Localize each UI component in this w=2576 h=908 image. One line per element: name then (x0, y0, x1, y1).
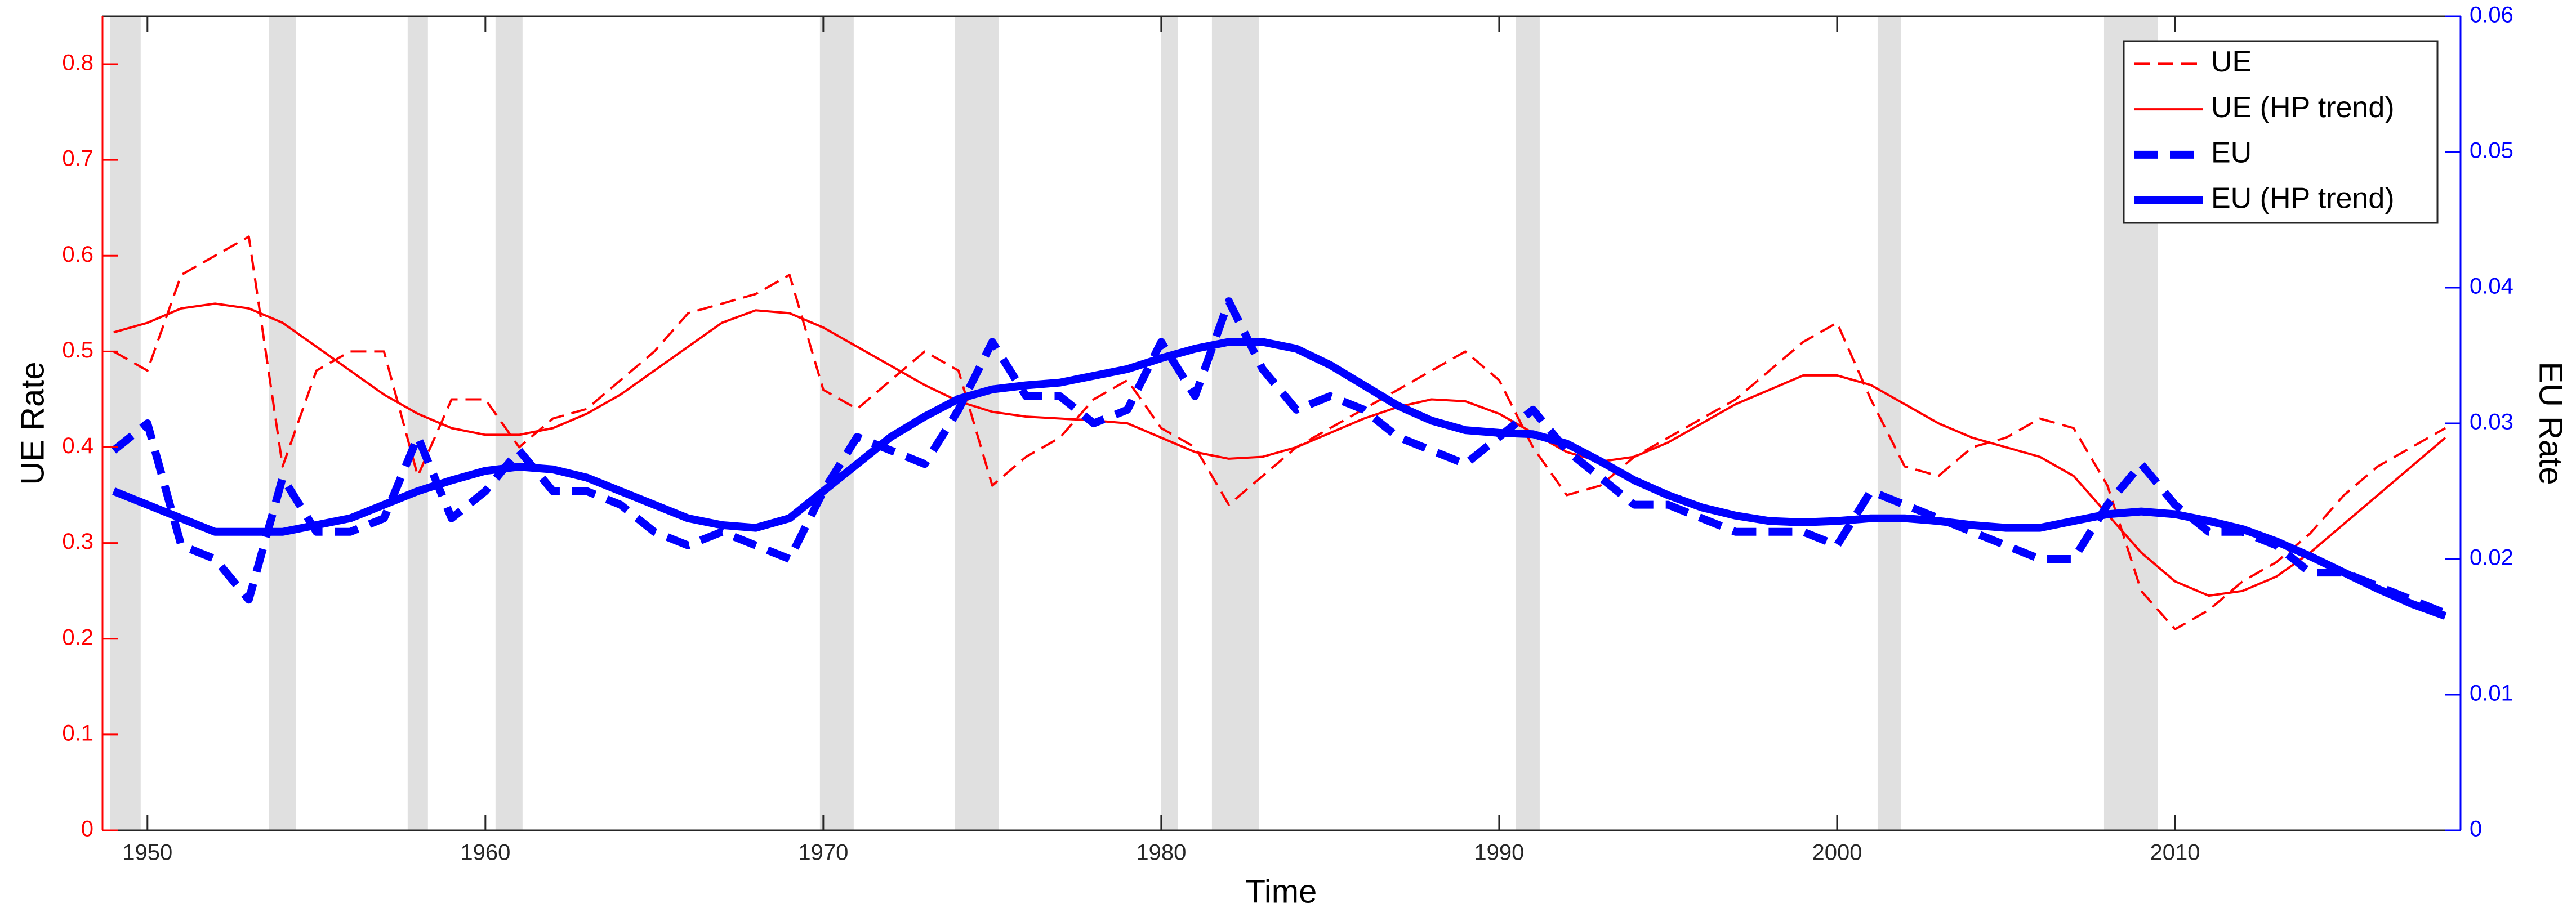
recession-band (1516, 16, 1540, 830)
background-layer (110, 16, 2158, 830)
recession-band (819, 16, 854, 830)
y-tick-label: 0.2 (62, 625, 93, 650)
legend-label: UE (HP trend) (2211, 91, 2395, 124)
axes-layer: 1950 1960 1970 1980 1990 2000 2010 0 0.1 0.2 0.3 0.… (62, 3, 2513, 865)
y2-axis-label: EU Rate (2533, 361, 2569, 485)
series-line (113, 235, 2446, 630)
lines-layer (111, 235, 2447, 630)
recession-band (955, 16, 999, 830)
x-tick-label: 1950 (122, 840, 172, 865)
recession-band (1211, 16, 1259, 830)
recession-band (407, 16, 428, 830)
y-tick-label: 0 (81, 817, 93, 842)
x-tick-label: 1990 (1474, 840, 1524, 865)
y2-tick-label: 0 (2470, 817, 2482, 842)
y-tick-label: 0.8 (62, 51, 93, 75)
x-tick-label: 1980 (1136, 840, 1186, 865)
x-tick-label: 1960 (460, 840, 510, 865)
legend-label: EU (HP trend) (2211, 182, 2395, 214)
legend-label: UE (2211, 46, 2252, 78)
y2-tick-label: 0.03 (2470, 410, 2513, 435)
series-line (113, 302, 2446, 597)
x-tick-label: 2010 (2150, 840, 2200, 865)
x-axis-label: Time (1246, 873, 1317, 908)
y-tick-label: 0.4 (62, 433, 93, 458)
y2-tick-label: 0.05 (2470, 138, 2513, 163)
recession-band (495, 16, 523, 830)
recession-band (1161, 16, 1178, 830)
x-tick-label: 2000 (1812, 840, 1862, 865)
y-tick-label: 0.6 (62, 242, 93, 267)
series-line (112, 338, 2447, 620)
y-tick-label: 0.3 (62, 529, 93, 554)
recession-band (269, 16, 296, 830)
y2-tick-label: 0.02 (2470, 545, 2513, 570)
y-axis-label: UE Rate (14, 361, 51, 485)
y-tick-label: 0.5 (62, 338, 93, 363)
recession-band (1877, 16, 1901, 830)
y2-tick-label: 0.01 (2470, 681, 2513, 706)
recession-band (110, 16, 141, 830)
y2-tick-label: 0.04 (2470, 274, 2513, 299)
x-tick-label: 1970 (798, 840, 848, 865)
y-tick-label: 0.1 (62, 721, 93, 745)
legend-box (2123, 40, 2439, 224)
legend-label: EU (2211, 137, 2252, 169)
y2-tick-label: 0.06 (2470, 3, 2513, 28)
y-tick-label: 0.7 (62, 146, 93, 171)
legend: UE UE (HP trend) EU EU (HP trend) (2123, 40, 2439, 224)
